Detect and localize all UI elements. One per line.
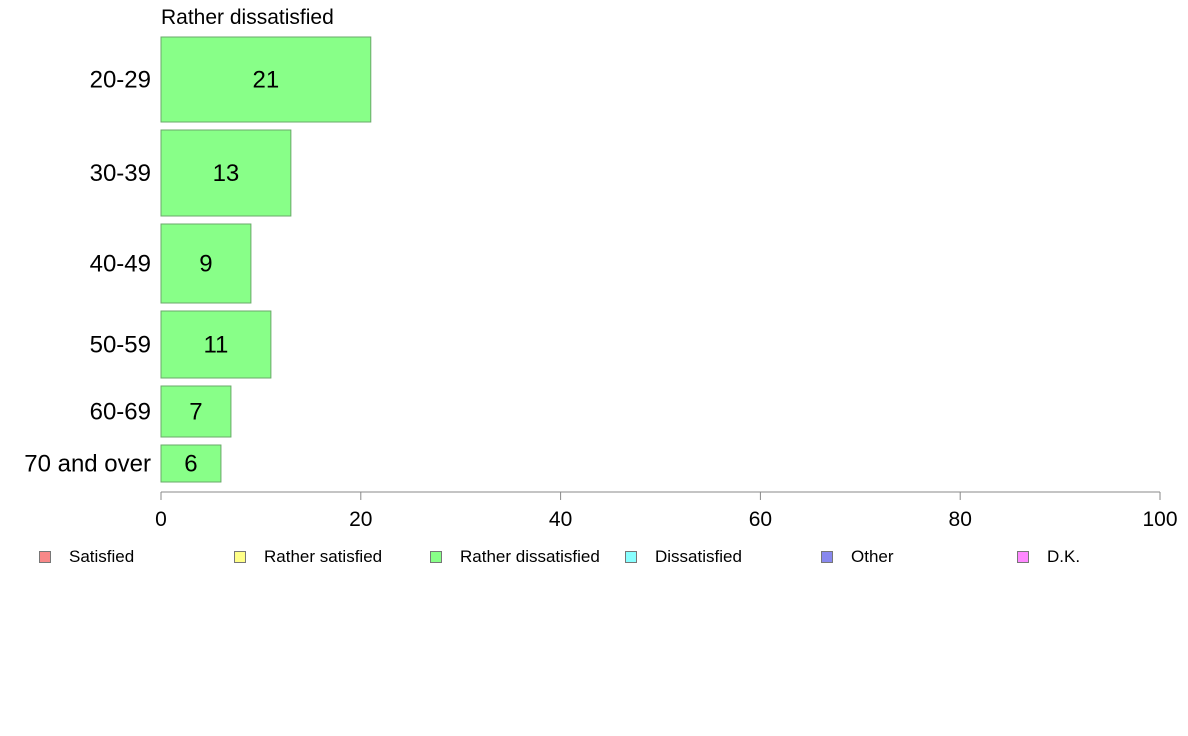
category-label: 70 and over	[24, 451, 151, 478]
x-tick-label: 60	[749, 508, 772, 531]
x-tick-label: 0	[155, 508, 167, 531]
bar-value-label: 6	[184, 451, 197, 478]
bar-30-39	[160, 129, 292, 217]
bar-value-label: 21	[253, 67, 280, 94]
bars-group: 21 20-29 13 30-39 9 40-49 11 50-59 7 60-69 6 70 and…	[24, 36, 372, 483]
legend-label: Dissatisfied	[655, 547, 742, 566]
category-label: 20-29	[90, 67, 151, 94]
legend-item: Rather satisfied	[234, 545, 382, 569]
legend-item: Dissatisfied	[625, 545, 742, 569]
legend-swatch	[234, 551, 246, 563]
legend-label: Satisfied	[69, 547, 135, 566]
legend-item: D.K.	[1017, 545, 1080, 569]
category-label: 50-59	[90, 332, 151, 359]
bar-50-59	[160, 310, 272, 379]
x-tick-label: 100	[1142, 508, 1177, 531]
category-label: 30-39	[90, 160, 151, 187]
bar-value-label: 11	[203, 332, 228, 359]
legend: Satisfied Rather satisfied Rather dissatis…	[0, 545, 1188, 569]
category-label: 60-69	[90, 399, 151, 426]
bar-value-label: 13	[213, 160, 240, 187]
bar-value-label: 9	[199, 251, 212, 278]
x-axis: 0 20 40 60 80 100	[155, 491, 1178, 531]
bar-chart: Rather dissatisfied 21 20-29 13 30-39 9 40-49…	[24, 6, 1178, 531]
bar-20-29	[160, 36, 372, 123]
legend-label: D.K.	[1047, 547, 1081, 566]
bar-value-label: 7	[189, 399, 202, 426]
x-tick-label: 80	[949, 508, 972, 531]
legend-item: Satisfied	[39, 545, 134, 569]
chart-title: Rather dissatisfied	[161, 6, 334, 29]
bar-60-69	[160, 385, 232, 438]
legend-swatch	[821, 551, 833, 563]
x-tick-label: 20	[349, 508, 372, 531]
legend-item: Other	[821, 545, 894, 569]
category-label: 40-49	[90, 251, 151, 278]
legend-label: Other	[851, 547, 894, 566]
legend-swatch	[1017, 551, 1029, 563]
legend-label: Rather satisfied	[264, 547, 383, 566]
legend-label: Rather dissatisfied	[460, 547, 600, 566]
legend-swatch	[625, 551, 637, 563]
legend-item: Rather dissatisfied	[430, 545, 600, 569]
legend-swatch	[430, 551, 442, 563]
bar-40-49	[160, 223, 252, 304]
x-tick-label: 40	[549, 508, 572, 531]
legend-swatch	[39, 551, 51, 563]
bar-70-and-over	[160, 444, 222, 483]
